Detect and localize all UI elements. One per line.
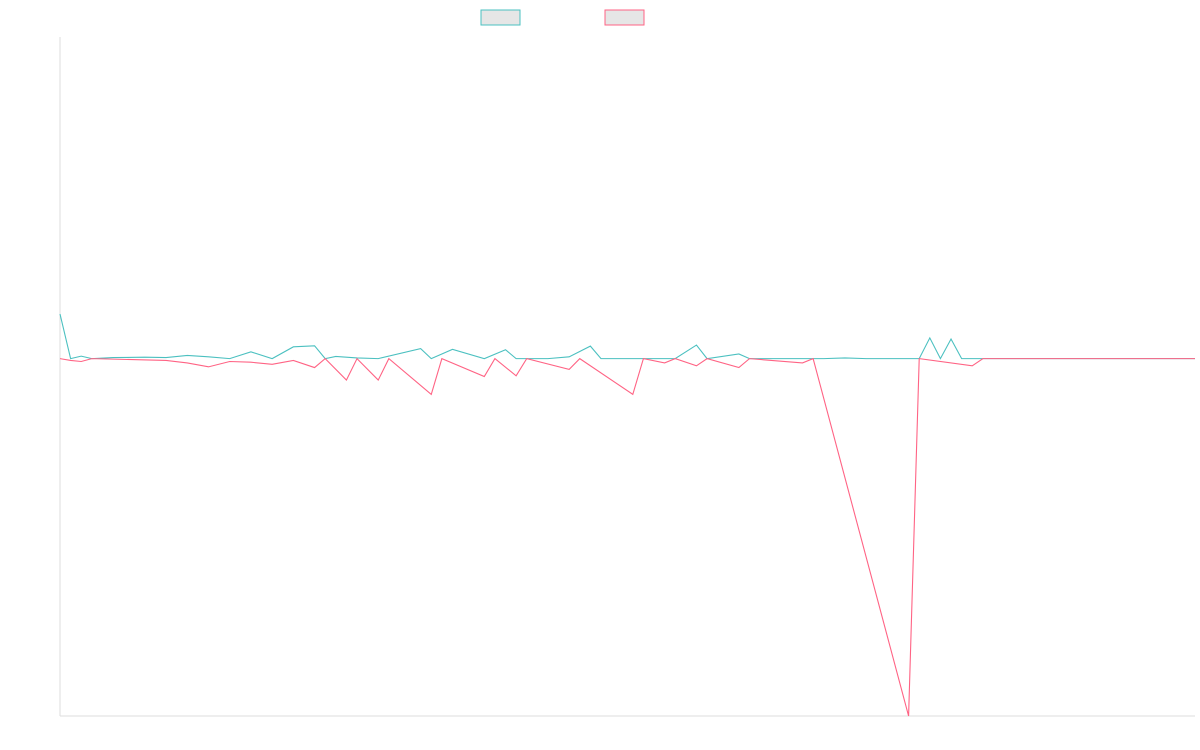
series-line-2 <box>59 357 1195 717</box>
legend-swatch-2[interactable] <box>604 9 645 26</box>
axes <box>59 37 1195 717</box>
legend-swatch-1[interactable] <box>480 9 521 26</box>
series-group <box>59 313 1195 717</box>
series-line-1 <box>59 313 1195 360</box>
legend <box>480 9 645 26</box>
